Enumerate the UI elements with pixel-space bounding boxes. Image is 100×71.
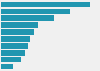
Bar [1,64,13,69]
Bar [1,29,34,35]
Bar [1,15,54,21]
Bar [1,36,30,42]
Bar [1,50,25,56]
Bar [1,22,38,28]
Bar [1,43,28,49]
Bar [1,57,21,62]
Bar [1,9,70,14]
Bar [1,2,90,7]
